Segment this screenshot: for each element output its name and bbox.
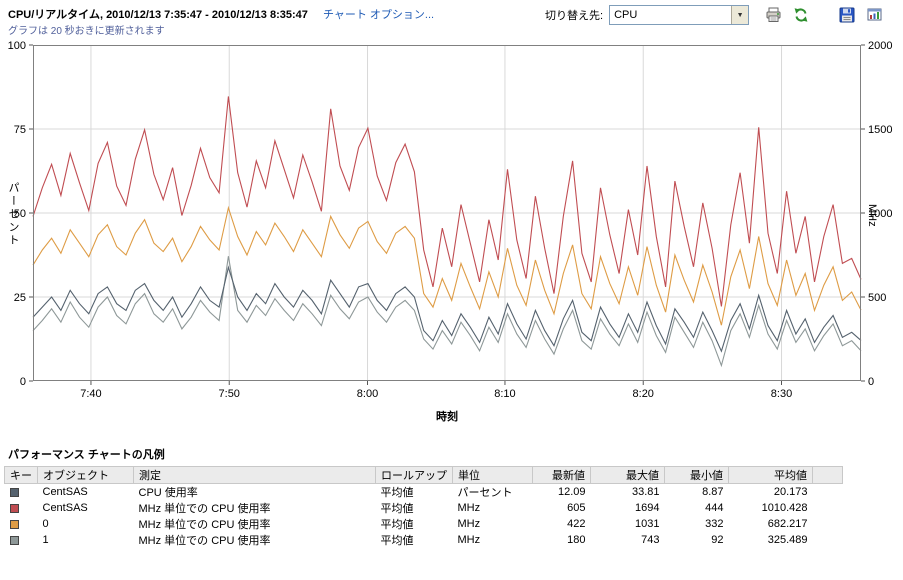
legend-cell-key: [5, 516, 38, 532]
popup-chart-icon[interactable]: [865, 6, 885, 24]
series-key-swatch: [9, 487, 19, 497]
series-key-swatch: [9, 535, 19, 545]
y-right-tick-label: 1500: [868, 124, 892, 136]
legend-cell-max: 33.81: [631, 486, 660, 498]
legend-row[interactable]: CentSAS CPU 使用率 平均値 パーセント 12.09 33.81 8.87 20.1…: [5, 484, 843, 501]
legend-cell-avg: 682.217: [767, 518, 808, 530]
y-left-tick-label: 0: [20, 376, 26, 388]
legend-cell-latest: 12.09: [557, 486, 586, 498]
left-axis-title: パーセント: [7, 182, 19, 247]
legend-cell-avg: 1010.428: [761, 502, 808, 514]
legend-cell-max: 743: [641, 534, 660, 546]
plot-border: [33, 45, 861, 381]
x-tick-label: 8:20: [633, 388, 654, 400]
legend-cell-filler: [813, 484, 843, 501]
legend-row[interactable]: 0 MHz 単位での CPU 使用率 平均値 MHz 422 1031 332 682.217: [5, 516, 843, 532]
x-axis-title: 時刻: [436, 411, 458, 423]
legend-cell-avg: 20.173: [773, 486, 808, 498]
legend-cell-latest: 605: [567, 502, 586, 514]
legend-cell-unit: パーセント: [457, 487, 513, 499]
legend-cell-measure: CPU 使用率: [138, 487, 198, 499]
legend-header-row: キー オブジェクト 測定 ロールアップ 単位 最新値 最大値 最小値 平均値: [4, 466, 843, 484]
series-key-swatch: [9, 503, 19, 513]
series-key-swatch: [9, 519, 19, 529]
legend-cell-min: 444: [705, 502, 724, 514]
legend-col-rollup[interactable]: ロールアップ: [375, 466, 453, 484]
legend-cell-filler: [813, 500, 843, 516]
legend-cell-object: 1: [42, 534, 49, 546]
legend-cell-max: 1031: [635, 518, 660, 530]
legend-cell-measure: MHz 単位での CPU 使用率: [138, 535, 271, 547]
legend-col-measure[interactable]: 測定: [133, 466, 376, 484]
legend-cell-key: [5, 500, 38, 516]
legend-col-object[interactable]: オブジェクト: [37, 466, 134, 484]
refresh-interval-note: グラフは 20 秒おきに更新されます: [8, 26, 165, 37]
legend-title: パフォーマンス チャートの凡例: [8, 449, 165, 461]
y-right-tick-label: 2000: [868, 40, 892, 52]
series-line: [32, 96, 862, 307]
x-tick-label: 8:00: [357, 388, 378, 400]
legend-cell-filler: [813, 516, 843, 532]
page-title: CPU/リアルタイム, 2010/12/13 7:35:47 - 2010/12…: [8, 9, 308, 21]
legend-cell-object: CentSAS: [42, 502, 88, 514]
legend-cell-measure: MHz 単位での CPU 使用率: [138, 519, 271, 531]
save-icon[interactable]: [837, 6, 857, 24]
legend-table: キー オブジェクト 測定 ロールアップ 単位 最新値 最大値 最小値 平均値 CentSAS CPU…: [4, 466, 843, 548]
legend-cell-avg: 325.489: [767, 534, 808, 546]
chart-controls: 切り替え先: CPU ▼: [545, 5, 885, 25]
legend-col-latest[interactable]: 最新値: [532, 466, 591, 484]
chart-target-select[interactable]: CPU ▼: [609, 5, 750, 25]
legend-cell-filler: [813, 532, 843, 548]
legend-cell-key: [5, 532, 38, 548]
x-tick-label: 8:10: [494, 388, 515, 400]
legend-cell-rollup: 平均値: [380, 487, 414, 499]
legend-cell-rollup: 平均値: [380, 519, 414, 531]
legend-cell-unit: MHz: [457, 502, 481, 514]
legend-cell-rollup: 平均値: [380, 503, 414, 515]
legend-cell-min: 8.87: [702, 486, 724, 498]
legend-col-unit[interactable]: 単位: [452, 466, 533, 484]
legend-cell-latest: 422: [567, 518, 586, 530]
chart-area: 7:40 7:50 8:00 8:10 8:20 8:30 0 25 50 75 100 0 500 10…: [0, 36, 903, 436]
legend-cell-measure: MHz 単位での CPU 使用率: [138, 503, 271, 515]
series-line: [32, 265, 862, 353]
y-left-tick-label: 25: [14, 292, 26, 304]
chart-header: CPU/リアルタイム, 2010/12/13 7:35:47 - 2010/12…: [0, 0, 903, 37]
legend-col-avg[interactable]: 平均値: [728, 466, 813, 484]
y-right-tick-label: 0: [868, 376, 874, 388]
switch-to-label: 切り替え先:: [545, 10, 604, 22]
legend-cell-min: 92: [711, 534, 724, 546]
legend-cell-unit: MHz: [457, 518, 481, 530]
x-tick-label: 7:40: [80, 388, 101, 400]
right-axis-title: MHz: [866, 204, 878, 227]
legend-cell-max: 1694: [635, 502, 660, 514]
refresh-icon[interactable]: [791, 6, 811, 24]
title-line: CPU/リアルタイム, 2010/12/13 7:35:47 - 2010/12…: [8, 6, 434, 22]
legend-col-filler: [812, 466, 843, 484]
y-right-tick-label: 500: [868, 292, 886, 304]
legend-col-min[interactable]: 最小値: [664, 466, 729, 484]
legend-col-max[interactable]: 最大値: [590, 466, 665, 484]
legend-cell-latest: 180: [567, 534, 586, 546]
chart-options-link[interactable]: チャート オプション...: [322, 9, 435, 21]
legend-cell-key: [5, 484, 38, 501]
legend-cell-min: 332: [705, 518, 724, 530]
print-icon[interactable]: [763, 6, 783, 24]
performance-line-chart: 7:40 7:50 8:00 8:10 8:20 8:300255075100050010…: [8, 40, 893, 400]
series-line: [32, 205, 862, 326]
x-tick-label: 8:30: [771, 388, 792, 400]
legend-cell-unit: MHz: [457, 534, 481, 546]
chevron-down-icon[interactable]: ▼: [731, 6, 749, 24]
legend-row[interactable]: CentSAS MHz 単位での CPU 使用率 平均値 MHz 605 1694 444 1…: [5, 500, 843, 516]
legend-cell-object: CentSAS: [42, 486, 88, 498]
legend-cell-rollup: 平均値: [380, 535, 414, 547]
legend-col-key[interactable]: キー: [4, 466, 38, 484]
chart-target-selected-value: CPU: [614, 9, 638, 21]
legend-row[interactable]: 1 MHz 単位での CPU 使用率 平均値 MHz 180 743 92 325.489: [5, 532, 843, 548]
series-line: [32, 256, 862, 368]
y-left-tick-label: 100: [8, 40, 26, 52]
y-left-tick-label: 75: [14, 124, 26, 136]
x-tick-label: 7:50: [219, 388, 240, 400]
legend-cell-object: 0: [42, 518, 49, 530]
